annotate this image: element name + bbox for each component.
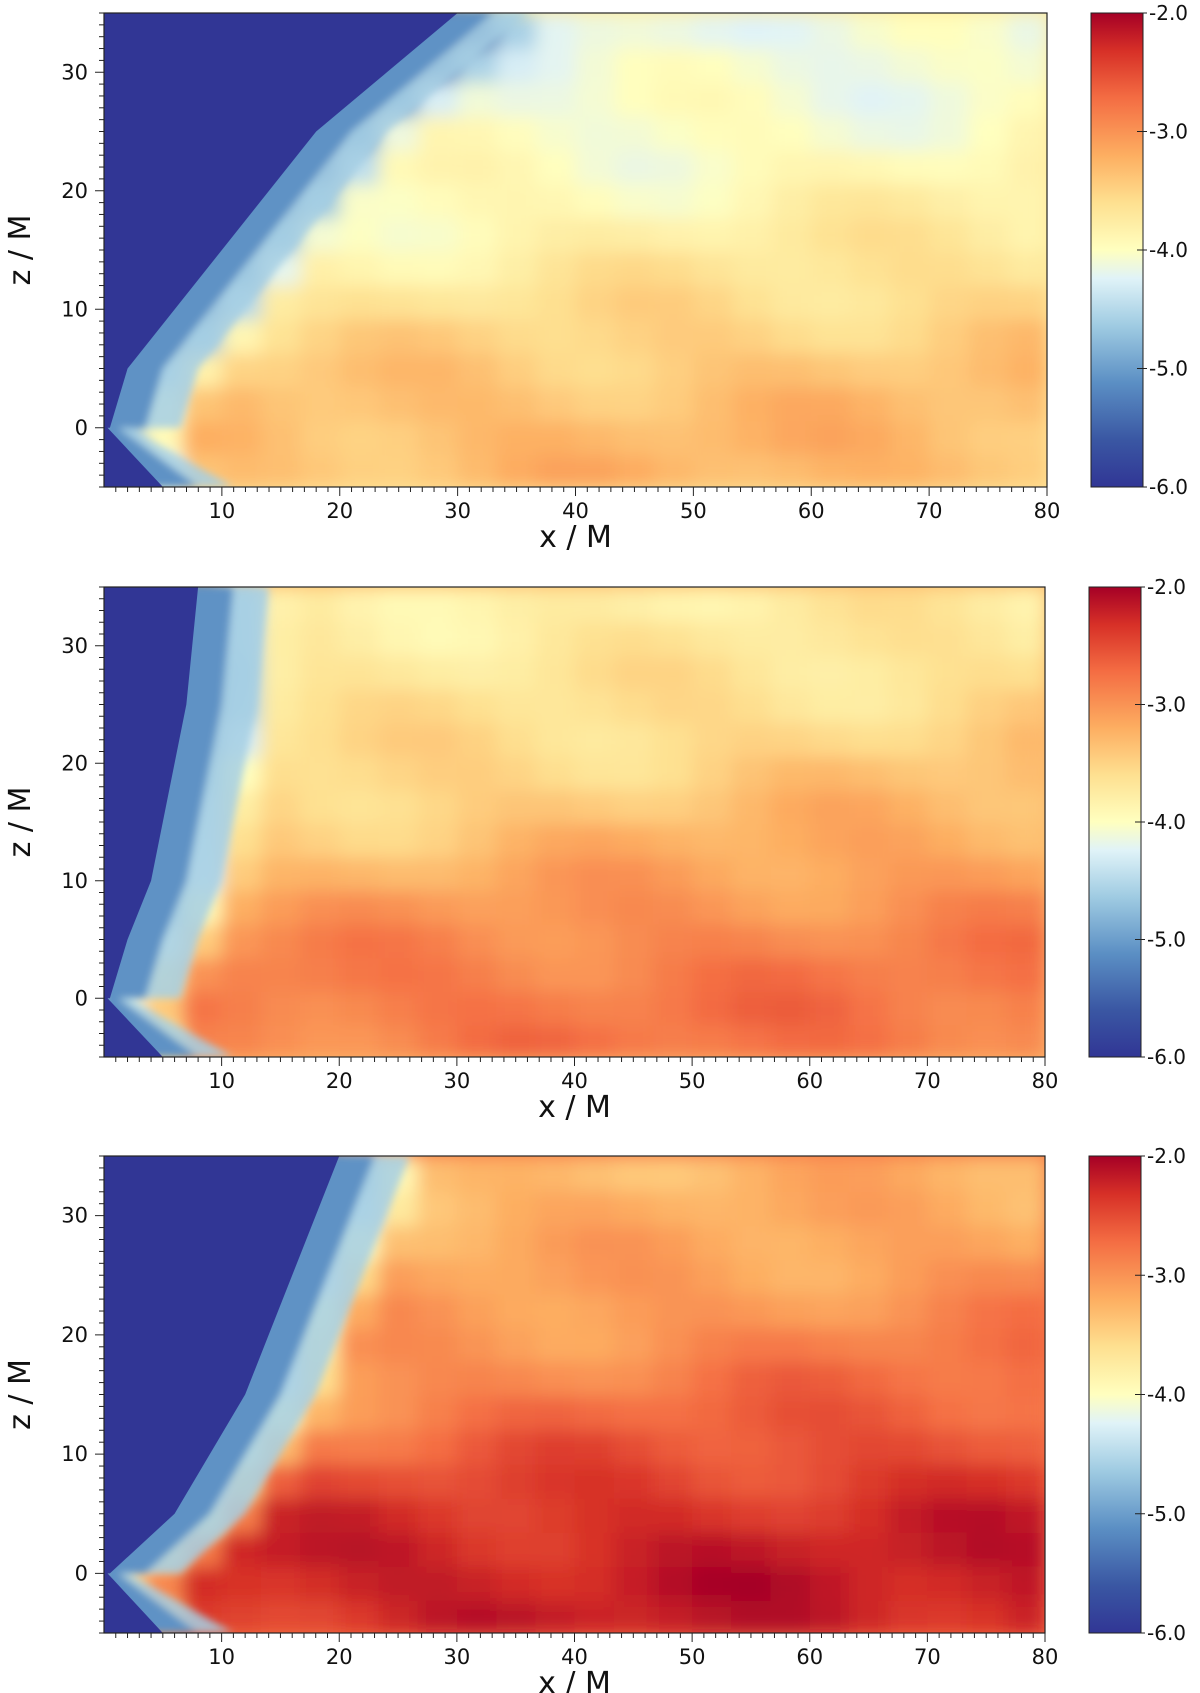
x-axis-label: x / M — [538, 1090, 611, 1125]
colorbar-tick-label: -6.0 — [1149, 475, 1188, 499]
funnel-region — [104, 13, 458, 487]
y-tick-label: 20 — [61, 751, 88, 775]
heatmap-panel-2: 10 20 30 40 50 60 70 80 0 10 20 30 x / M z / M -2.0 -3.… — [3, 575, 1186, 1125]
x-tick-label: 10 — [208, 1069, 235, 1093]
colorbar-tick-label: -3.0 — [1149, 120, 1188, 144]
y-tick-label: 0 — [75, 416, 88, 440]
heatmap-panel-1: 10 20 30 40 50 60 70 80 0 10 20 30 x / M z / M -2.0 -3.… — [3, 1, 1188, 555]
y-tick-label: 20 — [61, 1323, 88, 1347]
x-tick-label: 70 — [916, 499, 943, 523]
colorbar-tick-label: -2.0 — [1147, 575, 1186, 599]
y-axis-label: z / M — [3, 215, 38, 286]
colorbar: -2.0 -3.0 -4.0 -5.0 -6.0 — [1088, 1144, 1186, 1645]
x-tick-label: 10 — [208, 1645, 235, 1669]
x-axis-label: x / M — [539, 520, 612, 555]
y-tick-label: 30 — [61, 634, 88, 658]
colorbar-tick-label: -5.0 — [1147, 928, 1186, 952]
x-tick-label: 80 — [1032, 1069, 1059, 1093]
x-tick-label: 50 — [679, 1645, 706, 1669]
x-tick-label: 30 — [444, 1645, 471, 1669]
x-tick-label: 40 — [561, 1069, 588, 1093]
colorbar-tick-label: -3.0 — [1147, 693, 1186, 717]
x-tick-label: 20 — [326, 1069, 353, 1093]
x-axis-label: x / M — [538, 1666, 611, 1693]
y-tick-label: 30 — [61, 1204, 88, 1228]
x-tick-label: 80 — [1032, 1645, 1059, 1669]
y-tick-label: 0 — [75, 1561, 88, 1585]
colorbar-tick-label: -4.0 — [1149, 238, 1188, 262]
colorbar-tick-label: -3.0 — [1147, 1263, 1186, 1287]
colorbar-tick-label: -4.0 — [1147, 810, 1186, 834]
heatmap-field — [104, 13, 1047, 487]
y-tick-label: 10 — [61, 1442, 88, 1466]
x-tick-label: 10 — [209, 499, 236, 523]
x-tick-label: 60 — [796, 1069, 823, 1093]
colorbar: -2.0 -3.0 -4.0 -5.0 -6.0 — [1088, 575, 1186, 1069]
funnel-region — [104, 587, 199, 1057]
y-tick-label: 30 — [61, 60, 88, 84]
colorbar-tick-label: -5.0 — [1147, 1502, 1186, 1526]
colorbar-gradient — [1088, 586, 1142, 1058]
funnel-region — [104, 1156, 340, 1633]
heatmap-panel-3: 10 20 30 40 50 60 70 80 0 10 20 30 x / M z / M -2.0 -3.… — [3, 1144, 1186, 1693]
y-axis-label: z / M — [3, 1359, 38, 1430]
heatmap-field — [104, 1156, 1045, 1633]
colorbar-tick-label: -6.0 — [1147, 1045, 1186, 1069]
y-tick-label: 0 — [75, 986, 88, 1010]
x-tick-label: 40 — [562, 499, 589, 523]
y-axis-label: z / M — [3, 787, 38, 858]
colorbar-tick-label: -4.0 — [1147, 1383, 1186, 1407]
colorbar: -2.0 -3.0 -4.0 -5.0 -6.0 — [1090, 1, 1188, 499]
x-tick-label: 30 — [444, 499, 471, 523]
x-tick-label: 70 — [914, 1645, 941, 1669]
x-tick-label: 50 — [680, 499, 707, 523]
x-tick-label: 20 — [326, 1645, 353, 1669]
colorbar-gradient — [1088, 1155, 1142, 1634]
x-tick-label: 20 — [326, 499, 353, 523]
x-tick-label: 60 — [798, 499, 825, 523]
heatmap-field — [104, 587, 1045, 1057]
x-tick-label: 70 — [914, 1069, 941, 1093]
colorbar-tick-label: -6.0 — [1147, 1621, 1186, 1645]
colorbar-tick-label: -2.0 — [1149, 1, 1188, 25]
x-tick-label: 80 — [1034, 499, 1061, 523]
colorbar-tick-label: -5.0 — [1149, 357, 1188, 381]
y-tick-label: 10 — [61, 297, 88, 321]
colorbar-tick-label: -2.0 — [1147, 1144, 1186, 1168]
y-tick-label: 20 — [61, 179, 88, 203]
x-tick-label: 40 — [561, 1645, 588, 1669]
x-tick-label: 30 — [444, 1069, 471, 1093]
colorbar-gradient — [1090, 12, 1144, 488]
x-tick-label: 60 — [796, 1645, 823, 1669]
x-tick-label: 50 — [679, 1069, 706, 1093]
y-tick-label: 10 — [61, 869, 88, 893]
